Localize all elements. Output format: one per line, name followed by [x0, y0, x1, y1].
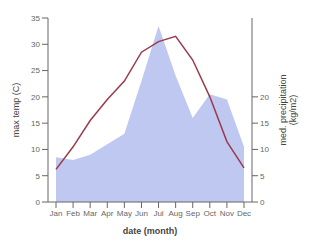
svg-text:Dec: Dec [237, 209, 251, 218]
svg-text:Jul: Jul [153, 209, 163, 218]
svg-text:35: 35 [31, 14, 40, 23]
svg-text:10: 10 [31, 145, 40, 154]
svg-text:0: 0 [260, 198, 265, 207]
svg-text:Jan: Jan [50, 209, 63, 218]
svg-text:max temp (C): max temp (C) [11, 83, 21, 138]
svg-text:0: 0 [36, 198, 41, 207]
svg-text:5: 5 [260, 172, 265, 181]
svg-text:Mar: Mar [83, 209, 97, 218]
svg-text:Nov: Nov [220, 209, 234, 218]
svg-text:15: 15 [31, 119, 40, 128]
svg-text:May: May [117, 209, 132, 218]
svg-text:25: 25 [31, 66, 40, 75]
svg-text:Aug: Aug [169, 209, 183, 218]
svg-text:10: 10 [260, 145, 269, 154]
svg-text:20: 20 [31, 93, 40, 102]
svg-text:Apr: Apr [101, 209, 114, 218]
svg-text:Feb: Feb [66, 209, 80, 218]
svg-text:30: 30 [31, 40, 40, 49]
svg-text:Jun: Jun [135, 209, 148, 218]
svg-text:5: 5 [36, 172, 41, 181]
svg-text:date (month): date (month) [123, 226, 178, 236]
svg-text:20: 20 [260, 93, 269, 102]
svg-text:Oct: Oct [204, 209, 217, 218]
svg-text:med. precipitation(kg/m2): med. precipitation(kg/m2) [278, 74, 298, 145]
svg-text:15: 15 [260, 119, 269, 128]
svg-text:Sep: Sep [186, 209, 201, 218]
